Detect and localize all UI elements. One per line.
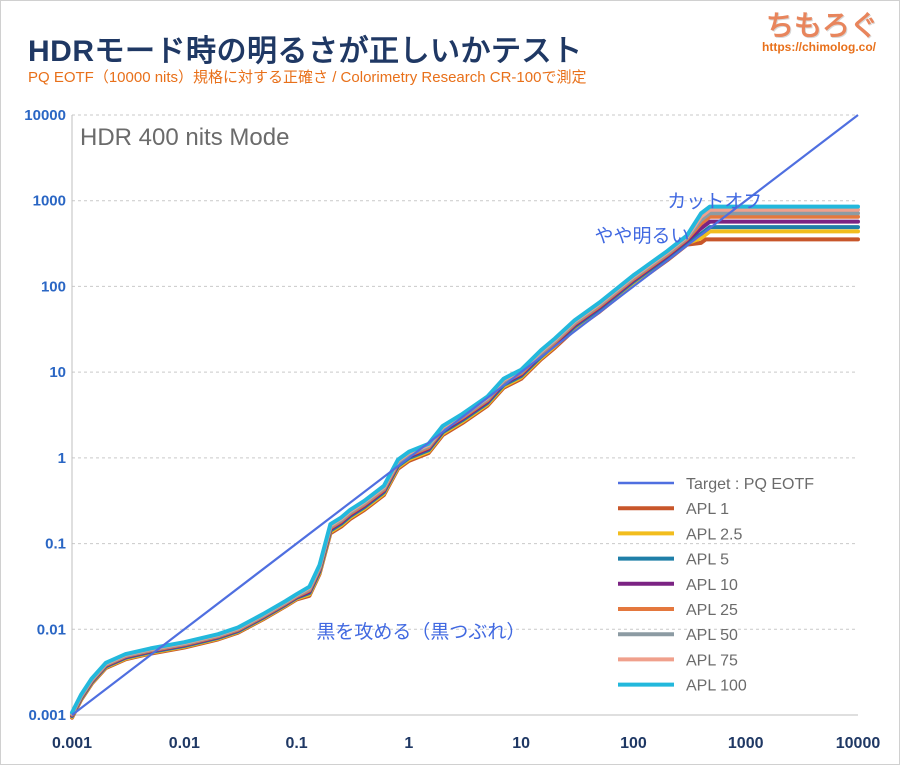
y-tick-label: 1000 [33,193,66,210]
x-tick-label: 0.01 [169,735,200,752]
legend-label: Target : PQ EOTF [686,476,814,493]
x-tick-label: 1 [404,735,413,752]
grid-lines [72,114,858,630]
legend-label: APL 50 [686,627,738,644]
y-tick-label: 10000 [24,107,66,124]
legend-label: APL 10 [686,577,738,594]
y-tick-label: 1 [58,450,66,467]
legend-label: APL 75 [686,652,738,669]
series-line-target-pq-eotf [71,114,859,716]
x-tick-label: 100 [620,735,647,752]
brand-url: https://chimolog.co/ [762,40,876,54]
brand-logo: ちもろぐ [765,10,878,41]
mode-label: HDR 400 nits Mode [80,124,289,151]
legend-label: APL 2.5 [686,526,742,543]
tick-labels: 0.001 0.01 0.1 1 10 100 1000 10000 0.001 0.01 0.1 1… [24,107,880,752]
y-tick-label: 10 [49,364,66,381]
y-tick-label: 0.01 [37,621,66,638]
x-tick-label: 0.001 [52,735,92,752]
legend-label: APL 100 [686,678,747,695]
axes [71,115,858,716]
x-tick-label: 1000 [728,735,764,752]
y-tick-label: 100 [41,278,66,295]
x-tick-label: 10000 [836,735,881,752]
y-tick-label: 0.001 [28,707,66,724]
chart-subtitle: PQ EOTF（10000 nits）規格に対する正確さ / Colorimet… [28,69,587,86]
series-line-apl-100 [70,204,860,715]
legend-label: APL 1 [686,501,729,518]
annotation-label: やや明るい [594,225,689,247]
x-tick-label: 10 [512,735,530,752]
series-layer [70,114,860,720]
y-tick-label: 0.1 [45,536,66,553]
x-tick-label: 0.1 [285,735,307,752]
legend: Target : PQ EOTF APL 1 APL 2.5 APL 5 APL 10 A… [618,476,814,695]
legend-label: APL 25 [686,602,738,619]
annotation-label: カットオフ [667,192,762,213]
chart-title: HDRモード時の明るさが正しいかテスト [28,35,583,68]
annotation-label: 黒を攻める（黒つぶれ） [316,621,525,643]
legend-label: APL 5 [686,552,729,569]
